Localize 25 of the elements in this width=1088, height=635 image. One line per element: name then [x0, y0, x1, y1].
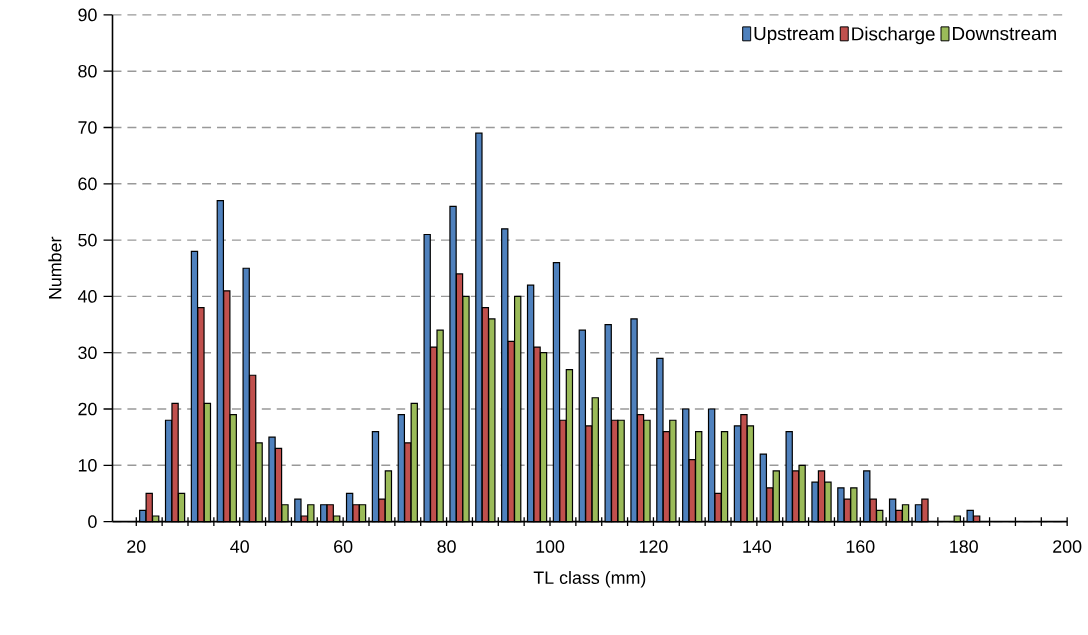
x-tick-label: 20 — [127, 540, 146, 553]
y-tick-label: 70 — [78, 121, 97, 134]
y-tick-label: 50 — [78, 233, 97, 247]
y-tick-label: 90 — [78, 8, 97, 22]
x-axis-title: TL class (mm) — [533, 570, 646, 588]
x-tick-label: 100 — [536, 540, 565, 553]
y-tick-label: 40 — [77, 290, 97, 303]
legend-label: Discharge — [852, 26, 935, 45]
y-tick-label: 80 — [78, 64, 97, 78]
x-tick-label: 120 — [639, 540, 668, 553]
x-tick-label: 60 — [334, 540, 353, 553]
x-tick-label: 40 — [230, 540, 249, 553]
y-axis-title: Number — [48, 236, 62, 299]
legend-label: Downstream — [952, 26, 1056, 41]
legend-label: Upstream — [754, 26, 834, 44]
x-tick-label: 180 — [950, 540, 978, 553]
y-tick-label: 60 — [78, 177, 97, 191]
y-tick-label: 30 — [78, 346, 97, 359]
y-tick-label: 20 — [78, 402, 97, 416]
y-tick-label: 0 — [88, 515, 97, 528]
x-tick-label: 80 — [437, 540, 456, 553]
y-tick-label: 10 — [78, 458, 97, 472]
x-tick-label: 200 — [1053, 540, 1082, 553]
x-tick-label: 140 — [743, 540, 772, 553]
x-tick-label: 160 — [846, 540, 875, 553]
